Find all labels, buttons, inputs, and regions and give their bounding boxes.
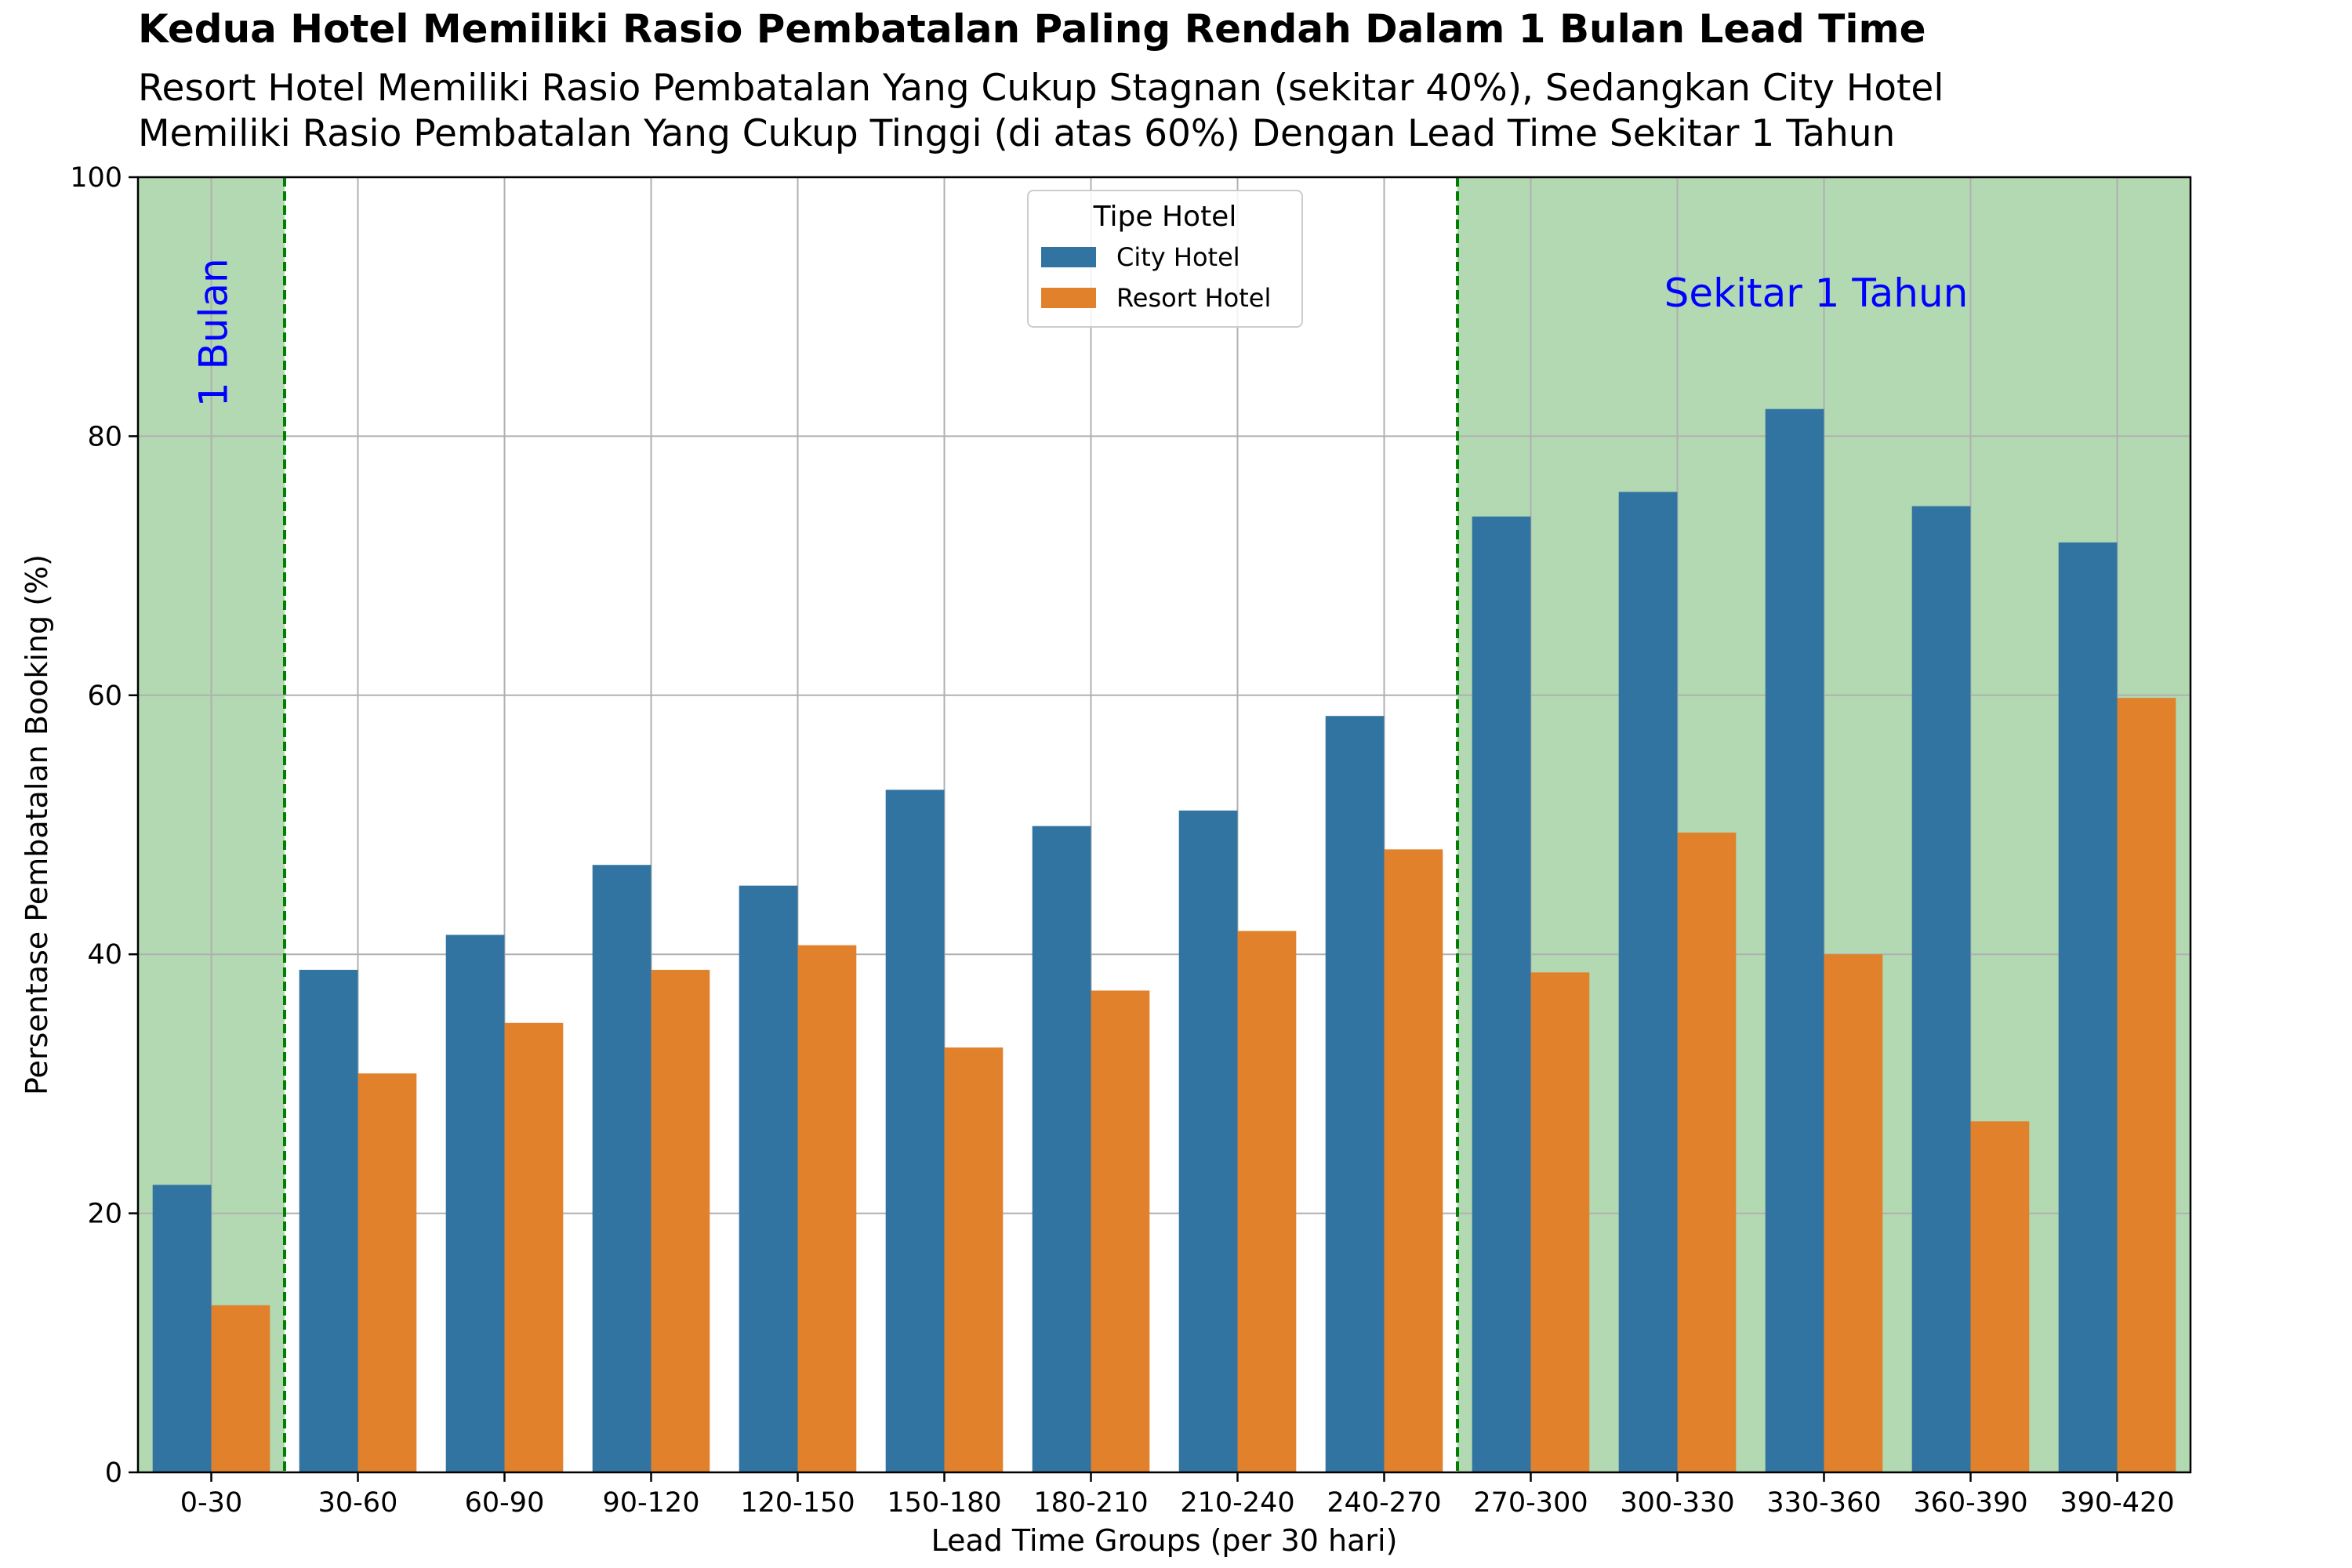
annotation-sekitar-1-tahun: Sekitar 1 Tahun bbox=[1664, 270, 1969, 316]
x-tick-label-210-240: 210-240 bbox=[1180, 1487, 1294, 1519]
bar-city-hotel-240-270 bbox=[1325, 716, 1385, 1472]
chart-subtitle: Resort Hotel Memiliki Rasio Pembatalan Y… bbox=[138, 66, 1944, 157]
bar-city-hotel-120-150 bbox=[739, 885, 798, 1472]
bar-city-hotel-210-240 bbox=[1178, 810, 1238, 1472]
bar-city-hotel-270-300 bbox=[1472, 516, 1531, 1472]
y-tick-label-20: 20 bbox=[87, 1199, 122, 1230]
bar-city-hotel-360-390 bbox=[1911, 506, 1971, 1473]
y-tick-label-0: 0 bbox=[105, 1457, 122, 1489]
x-tick-label-300-330: 300-330 bbox=[1620, 1487, 1734, 1519]
x-tick-label-180-210: 180-210 bbox=[1033, 1487, 1148, 1519]
x-tick-label-360-390: 360-390 bbox=[1913, 1487, 2027, 1519]
x-axis-label: Lead Time Groups (per 30 hari) bbox=[931, 1523, 1398, 1558]
legend-label-city-hotel: City Hotel bbox=[1116, 242, 1240, 272]
y-tick-label-60: 60 bbox=[87, 681, 122, 712]
x-tick-label-240-270: 240-270 bbox=[1327, 1487, 1441, 1519]
legend: Tipe Hotel City Hotel Resort Hotel bbox=[1027, 190, 1303, 328]
x-tick-label-120-150: 120-150 bbox=[740, 1487, 855, 1519]
bar-city-hotel-300-330 bbox=[1618, 492, 1678, 1472]
bar-city-hotel-90-120 bbox=[592, 865, 652, 1472]
bar-resort-hotel-90-120 bbox=[651, 970, 710, 1472]
axes: 0 20 40 60 80 100 0-30 30-60 60-90 90-120 120-150 1… bbox=[70, 162, 2192, 1519]
bar-city-hotel-150-180 bbox=[885, 789, 945, 1472]
bar-resort-hotel-150-180 bbox=[944, 1047, 1004, 1472]
bar-resort-hotel-270-300 bbox=[1530, 972, 1590, 1472]
legend-swatch-city-hotel bbox=[1041, 247, 1096, 267]
bar-resort-hotel-120-150 bbox=[797, 945, 857, 1472]
y-tick-label-80: 80 bbox=[87, 421, 122, 452]
region-dividers bbox=[283, 177, 1459, 1472]
legend-title: Tipe Hotel bbox=[1093, 201, 1237, 233]
x-tick-label-30-60: 30-60 bbox=[318, 1487, 398, 1519]
bar-city-hotel-180-210 bbox=[1032, 826, 1091, 1472]
bar-resort-hotel-180-210 bbox=[1091, 990, 1150, 1472]
bar-city-hotel-60-90 bbox=[445, 935, 505, 1472]
bars bbox=[152, 408, 2176, 1473]
legend-item-city-hotel: City Hotel bbox=[1041, 241, 1240, 273]
y-tick-label-40: 40 bbox=[87, 939, 122, 971]
legend-label-resort-hotel: Resort Hotel bbox=[1116, 283, 1272, 313]
x-tick-label-90-120: 90-120 bbox=[603, 1487, 700, 1519]
bar-resort-hotel-360-390 bbox=[1970, 1121, 2030, 1472]
bar-city-hotel-30-60 bbox=[299, 970, 358, 1472]
bar-resort-hotel-30-60 bbox=[358, 1073, 417, 1472]
subtitle-line-2: Memiliki Rasio Pembatalan Yang Cukup Tin… bbox=[138, 112, 1896, 155]
legend-swatch-resort-hotel bbox=[1041, 288, 1096, 308]
bar-resort-hotel-0-30 bbox=[211, 1305, 270, 1472]
bar-resort-hotel-60-90 bbox=[504, 1022, 564, 1472]
annotation-1-bulan: 1 Bulan bbox=[191, 258, 237, 407]
bar-resort-hotel-390-420 bbox=[2117, 698, 2176, 1472]
bar-resort-hotel-240-270 bbox=[1384, 849, 1443, 1472]
region-annotations: 1 Bulan Sekitar 1 Tahun bbox=[191, 258, 1969, 407]
subtitle-line-1: Resort Hotel Memiliki Rasio Pembatalan Y… bbox=[138, 67, 1944, 110]
x-tick-label-60-90: 60-90 bbox=[465, 1487, 545, 1519]
x-tick-label-270-300: 270-300 bbox=[1473, 1487, 1588, 1519]
x-tick-label-150-180: 150-180 bbox=[887, 1487, 1001, 1519]
bar-city-hotel-390-420 bbox=[2058, 542, 2118, 1472]
bar-resort-hotel-330-360 bbox=[1824, 954, 1883, 1472]
bar-city-hotel-0-30 bbox=[152, 1185, 212, 1472]
legend-item-resort-hotel: Resort Hotel bbox=[1041, 282, 1271, 314]
x-tick-label-330-360: 330-360 bbox=[1766, 1487, 1881, 1519]
bar-resort-hotel-300-330 bbox=[1677, 832, 1737, 1472]
chart-title: Kedua Hotel Memiliki Rasio Pembatalan Pa… bbox=[138, 6, 1926, 52]
bar-resort-hotel-210-240 bbox=[1237, 931, 1297, 1472]
y-tick-label-100: 100 bbox=[70, 162, 122, 194]
x-tick-label-0-30: 0-30 bbox=[180, 1487, 242, 1519]
x-tick-label-390-420: 390-420 bbox=[2060, 1487, 2174, 1519]
bar-city-hotel-330-360 bbox=[1765, 408, 1824, 1472]
plot-frame bbox=[136, 176, 2192, 1474]
y-axis-label: Persentase Pembatalan Booking (%) bbox=[20, 554, 54, 1095]
